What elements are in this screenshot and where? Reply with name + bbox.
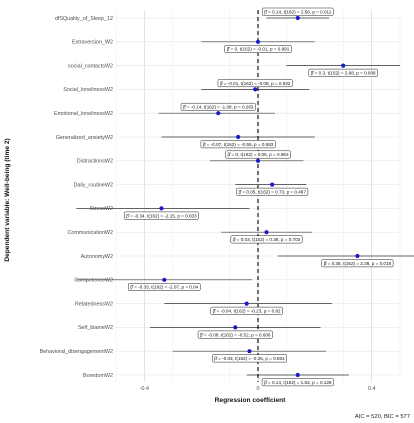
y-tick-label: Emotional_lonelinessW2 [54,111,113,117]
annotation-label: β̂ = -0.03, t(162) = -0.25, p = 0.804 [212,355,286,362]
y-tick-label: StressW2 [90,206,113,212]
annotation-label: β̂ = -0.04, t(162) = -0.23, p = 0.82 [211,307,283,314]
annotation-label: β̂ = 0.3, t(162) = 2.68, p = 0.008 [309,69,378,76]
y-tick-label: Social_lonelinessW2 [63,87,113,93]
estimate-point [270,183,274,187]
annotation-text: β̂ = 0.05, t(162) = 0.73, p = 0.467 [239,190,307,195]
x-tick-label: 0 [257,386,260,392]
annotation-label: β̂ = -0.14, t(162) = -1.08, p = 0.283 [181,103,255,110]
estimate-point [355,254,359,258]
estimate-point [341,64,345,68]
y-tick-label: social_contactsW2 [68,63,113,69]
y-axis-title: Dependent variable: Well-being (time 2) [4,138,11,261]
y-tick-label: Extraversion_W2 [72,40,113,46]
y-tick-label: AutonomyW2 [81,254,113,260]
annotation-text: β̂ = 0.14, t(162) = 1.53, p = 0.128 [264,380,332,385]
y-tick-label: CommunicationW2 [67,230,113,236]
caption: AIC = 520, BIC = 577 [355,414,410,420]
annotation-label: β̂ = 0.35, t(162) = 2.38, p = 0.018 [322,260,393,267]
estimate-point [245,302,249,306]
estimate-point [296,16,300,20]
x-tick-label: -0.4 [140,386,149,392]
estimate-point [233,325,237,329]
y-tick-label: CompetenceW2 [74,278,113,284]
estimate-point [256,40,260,44]
annotation-label: β̂ = 0, t(162) = -0.01, p = 0.991 [225,45,292,52]
annotation-text: β̂ = 0, t(162) = 0.05, p = 0.963 [228,152,289,157]
annotation-label: β̂ = 0.14, t(162) = 1.53, p = 0.128 [262,379,333,386]
annotation-label: β̂ = -0.08, t(162) = -0.52, p = 0.606 [198,331,272,338]
annotation-text: β̂ = -0.08, t(162) = -0.52, p = 0.606 [200,332,271,337]
annotation-label: β̂ = -0.01, t(162) = -0.08, p = 0.932 [218,79,292,86]
estimate-point [253,87,257,91]
annotation-label: β̂ = -0.07, t(162) = -0.55, p = 0.583 [201,141,275,148]
y-tick-label: DistractionsW2 [77,159,113,165]
estimate-point [236,135,240,139]
estimate-point [264,230,268,234]
y-tick-label: BoredomW2 [83,373,113,379]
y-tick-label: Daily_routineW2 [73,182,113,188]
y-tick-label: Self_blameW2 [78,325,113,331]
estimate-point [216,111,220,115]
y-tick-label: Behavioral_disengagementW2 [40,349,113,355]
estimate-point [159,206,163,210]
annotation-text: β̂ = -0.03, t(162) = -0.25, p = 0.804 [214,356,285,361]
annotation-label: β̂ = 0, t(162) = 0.05, p = 0.963 [226,151,291,158]
annotation-text: β̂ = 0.3, t(162) = 2.68, p = 0.008 [311,71,376,76]
annotation-text: β̂ = -0.07, t(162) = -0.55, p = 0.583 [203,142,274,147]
annotation-label: β̂ = 0.03, t(162) = 0.38, p = 0.703 [231,236,302,243]
estimate-point [162,278,166,282]
estimate-point [256,159,260,163]
annotation-label: β̂ = 0.14, t(162) = 2.56, p = 0.011 [262,8,333,15]
annotation-text: β̂ = -0.01, t(162) = -0.08, p = 0.932 [220,81,291,86]
estimate-point [296,373,300,377]
x-tick-label: 0.4 [368,386,376,392]
annotation-text: β̂ = -0.04, t(162) = -0.23, p = 0.82 [213,309,281,314]
annotation-text: β̂ = 0.03, t(162) = 0.38, p = 0.703 [233,237,301,242]
annotation-text: β̂ = 0.14, t(162) = 2.56, p = 0.011 [264,9,331,14]
x-axis-title: Regression coefficient [215,397,287,404]
annotation-text: β̂ = -0.33, t(162) = -2.07, p = 0.04 [130,285,198,290]
annotation-label: β̂ = 0.05, t(162) = 0.73, p = 0.467 [237,188,308,195]
annotation-label: β̂ = -0.33, t(162) = -2.07, p = 0.04 [128,283,200,290]
y-tick-label: dfSQuality_of_Sleep_12 [55,16,113,22]
estimate-point [247,349,251,353]
annotation-text: β̂ = 0.35, t(162) = 2.38, p = 0.018 [324,261,392,266]
y-tick-label: Generalized_anxietyW2 [56,135,113,141]
annotation-text: β̂ = -0.14, t(162) = -1.08, p = 0.283 [183,105,254,110]
annotation-label: β̂ = -0.34, t(162) = -2.15, p = 0.033 [124,212,198,219]
annotation-text: β̂ = -0.34, t(162) = -2.15, p = 0.033 [126,213,197,218]
y-tick-label: RelatednessW2 [75,301,113,307]
annotation-text: β̂ = 0, t(162) = -0.01, p = 0.991 [227,47,290,52]
